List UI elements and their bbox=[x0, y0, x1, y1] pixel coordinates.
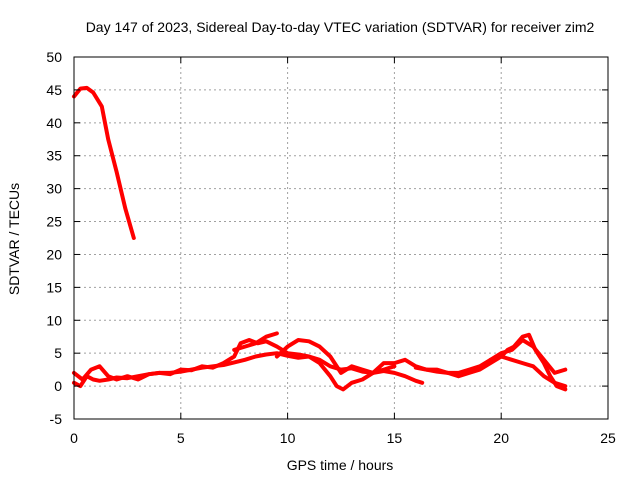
y-tick-label: 35 bbox=[46, 148, 62, 164]
series-line-sat-d bbox=[232, 331, 279, 352]
y-tick-label: -5 bbox=[50, 411, 63, 427]
y-axis-label: SDTVAR / TECUs bbox=[6, 183, 22, 295]
plot-frame bbox=[73, 56, 609, 420]
series-line-sat-a bbox=[72, 85, 136, 240]
y-tick-label: 30 bbox=[46, 181, 62, 197]
y-tick-label: 15 bbox=[46, 279, 62, 295]
y-tick-label: 45 bbox=[46, 82, 62, 98]
y-tick-label: 25 bbox=[46, 214, 62, 230]
y-tick-label: 50 bbox=[46, 49, 62, 65]
x-tick-labels: 0 5 10 15 20 25 bbox=[70, 430, 616, 446]
y-tick-label: 10 bbox=[46, 312, 62, 328]
x-tick-label: 5 bbox=[177, 430, 185, 446]
series-layer bbox=[72, 85, 568, 392]
series-line-sat-g bbox=[488, 354, 568, 389]
series-line-sat-f bbox=[413, 332, 568, 392]
x-tick-label: 20 bbox=[493, 430, 509, 446]
x-tick-label: 25 bbox=[600, 430, 616, 446]
x-axis-label: GPS time / hours bbox=[287, 457, 394, 473]
y-tick-label: 5 bbox=[54, 345, 62, 361]
chart-title: Day 147 of 2023, Sidereal Day-to-day VTE… bbox=[86, 19, 595, 35]
y-tick-label: 20 bbox=[46, 246, 62, 262]
y-tick-label: 0 bbox=[54, 378, 62, 394]
y-tick-labels: -5 0 5 10 15 20 25 30 35 40 45 50 bbox=[46, 49, 62, 427]
x-tick-label: 0 bbox=[70, 430, 78, 446]
axis-ticks bbox=[73, 56, 609, 420]
x-tick-label: 15 bbox=[387, 430, 403, 446]
x-tick-label: 10 bbox=[280, 430, 296, 446]
y-tick-label: 40 bbox=[46, 115, 62, 131]
